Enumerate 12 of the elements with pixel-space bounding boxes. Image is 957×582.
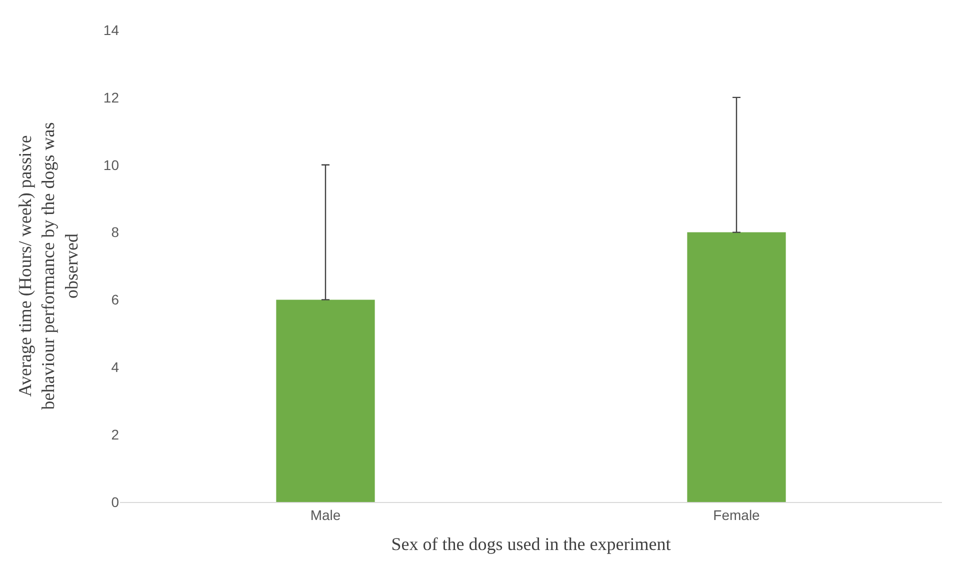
y-tick-label: 10 — [103, 156, 120, 173]
x-tick-label: Female — [713, 506, 760, 523]
y-axis-title: Average time (Hours/ week) passive behaviour performance by the dogs was observed — [14, 122, 82, 410]
x-axis-title: Sex of the dogs used in the experiment — [391, 534, 671, 554]
y-tick-label: 4 — [111, 359, 120, 376]
y-tick-label: 2 — [111, 426, 120, 442]
x-tick-label: Male — [310, 506, 341, 523]
y-tick-label: 14 — [103, 22, 120, 38]
y-tick-label: 0 — [111, 494, 120, 510]
y-tick-label: 6 — [111, 292, 120, 308]
y-tick-label: 12 — [103, 89, 120, 106]
y-tick-label: 8 — [111, 224, 120, 240]
